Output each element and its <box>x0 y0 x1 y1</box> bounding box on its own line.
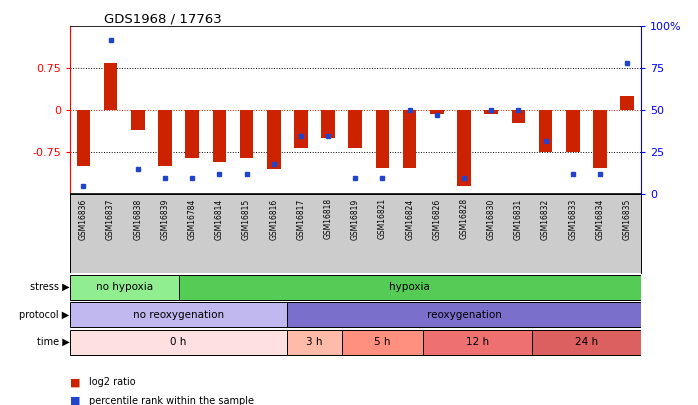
Bar <box>593 111 607 168</box>
Bar <box>186 111 199 158</box>
Text: GSM16839: GSM16839 <box>161 198 170 240</box>
Bar <box>403 111 417 168</box>
Bar <box>512 111 525 123</box>
Text: stress ▶: stress ▶ <box>29 282 69 292</box>
Bar <box>77 111 90 166</box>
Bar <box>239 111 253 158</box>
Text: ■: ■ <box>70 396 80 405</box>
Text: GDS1968 / 17763: GDS1968 / 17763 <box>104 12 222 25</box>
Text: GSM16821: GSM16821 <box>378 198 387 239</box>
Bar <box>348 111 362 149</box>
Text: GSM16836: GSM16836 <box>79 198 88 240</box>
Bar <box>294 111 308 149</box>
Bar <box>376 111 389 168</box>
Text: GSM16826: GSM16826 <box>432 198 441 240</box>
Bar <box>104 63 117 111</box>
Text: GSM16830: GSM16830 <box>487 198 496 240</box>
Bar <box>288 330 342 355</box>
Bar <box>457 111 471 186</box>
Text: GSM16837: GSM16837 <box>106 198 115 240</box>
Text: GSM16818: GSM16818 <box>324 198 332 239</box>
Bar <box>179 275 641 300</box>
Text: GSM16835: GSM16835 <box>623 198 632 240</box>
Text: hypoxia: hypoxia <box>389 282 430 292</box>
Bar <box>70 275 179 300</box>
Text: reoxygenation: reoxygenation <box>426 310 501 320</box>
Text: time ▶: time ▶ <box>36 337 69 347</box>
Text: 12 h: 12 h <box>466 337 489 347</box>
Bar <box>539 111 552 152</box>
Text: no reoxygenation: no reoxygenation <box>133 310 224 320</box>
Bar <box>288 302 641 327</box>
Text: GSM16784: GSM16784 <box>188 198 197 240</box>
Bar <box>342 330 423 355</box>
Text: ■: ■ <box>70 377 80 387</box>
Bar <box>621 96 634 111</box>
Bar <box>267 111 281 169</box>
Bar <box>70 302 288 327</box>
Text: 5 h: 5 h <box>374 337 391 347</box>
Text: GSM16817: GSM16817 <box>297 198 306 240</box>
Text: GSM16832: GSM16832 <box>541 198 550 240</box>
Bar <box>158 111 172 166</box>
Text: GSM16834: GSM16834 <box>595 198 604 240</box>
Bar <box>321 111 335 139</box>
Text: no hypoxia: no hypoxia <box>96 282 153 292</box>
Bar <box>484 111 498 114</box>
Text: GSM16816: GSM16816 <box>269 198 279 240</box>
Text: GSM16819: GSM16819 <box>351 198 359 240</box>
Bar <box>70 330 288 355</box>
Bar <box>131 111 144 130</box>
Bar <box>212 111 226 162</box>
Text: 24 h: 24 h <box>575 337 598 347</box>
Bar <box>430 111 444 114</box>
Text: GSM16831: GSM16831 <box>514 198 523 240</box>
Text: GSM16838: GSM16838 <box>133 198 142 240</box>
Text: GSM16814: GSM16814 <box>215 198 224 240</box>
Bar <box>423 330 532 355</box>
Text: log2 ratio: log2 ratio <box>89 377 136 387</box>
Text: GSM16824: GSM16824 <box>405 198 414 240</box>
Text: percentile rank within the sample: percentile rank within the sample <box>89 396 254 405</box>
Bar <box>532 330 641 355</box>
Text: GSM16828: GSM16828 <box>459 198 468 239</box>
Text: GSM16833: GSM16833 <box>568 198 577 240</box>
Text: 3 h: 3 h <box>306 337 322 347</box>
Bar <box>566 111 579 152</box>
Text: GSM16815: GSM16815 <box>242 198 251 240</box>
Text: protocol ▶: protocol ▶ <box>19 310 69 320</box>
Text: 0 h: 0 h <box>170 337 187 347</box>
